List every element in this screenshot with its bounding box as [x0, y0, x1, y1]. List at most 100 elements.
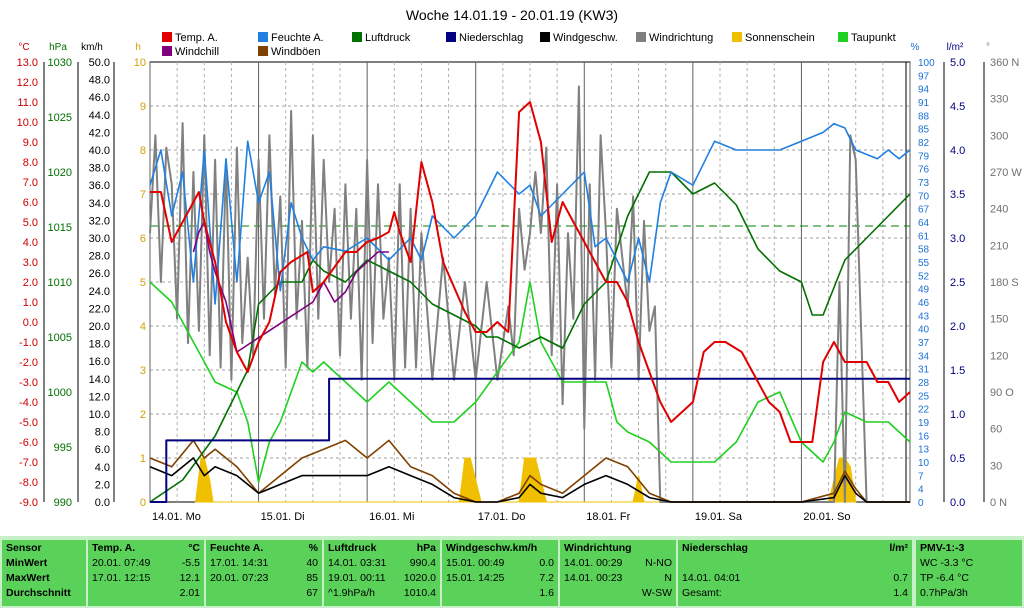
legend-item: Sonnenschein — [745, 32, 815, 44]
stats-row: Gesamt: 1.4 — [682, 587, 908, 600]
axis-tick-label: 10 — [134, 57, 146, 69]
axis-tick-label: 36.0 — [89, 180, 110, 192]
stats-row: 1.6 — [446, 587, 554, 600]
x-tick-label: 16.01. Mi — [369, 511, 414, 523]
axis-unit-label: °C — [18, 42, 29, 53]
axis-tick-label: 8.0 — [95, 427, 110, 439]
stats-cell: % — [308, 542, 318, 554]
stats-cell: N-NO — [645, 557, 672, 569]
axis-tick-label: 4.0 — [23, 237, 38, 249]
stats-panel-header: Sensor — [6, 542, 82, 555]
stats-row: 14.01. 03:31 990.4 — [328, 557, 436, 570]
weather-chart: Woche 14.01.19 - 20.01.19 (KW3) 14.01. M… — [17, 7, 1023, 523]
legend-item: Niederschlag — [459, 32, 523, 44]
axis-tick-label: 3.5 — [950, 189, 965, 201]
axis-tick-label: 88 — [918, 111, 930, 122]
axis-tick-label: 11.0 — [17, 97, 38, 109]
stats-cell: 14.01. 00:23 — [564, 572, 623, 584]
legend-item: Feuchte A. — [271, 32, 324, 44]
stats-panel: Windrichtung 14.01. 00:29 N-NO 14.01. 00:23… — [560, 540, 676, 606]
axis-tick-label: 94 — [918, 85, 930, 96]
axis-tick-label: 3.0 — [950, 233, 965, 245]
axis-tick-label: 4.5 — [950, 101, 965, 113]
chart-grid — [149, 61, 911, 503]
series-feuchte-a- — [149, 122, 911, 305]
axis-tick-label: 210 — [990, 240, 1008, 252]
axis-tick-label: 0.0 — [950, 497, 965, 509]
stats-row: 14.01. 00:29 N-NO — [564, 557, 672, 570]
stats-row: 14.01. 00:23 N — [564, 572, 672, 585]
legend-swatch — [540, 32, 550, 42]
axis-tick-label: 5.0 — [950, 57, 965, 69]
stats-row: 0.7hPa/3h — [920, 587, 1018, 600]
axis-tick-label: 0 N — [990, 497, 1007, 509]
stats-cell: 20.01. 07:49 — [92, 557, 151, 569]
axis-tick-label: 0.0 — [95, 497, 110, 509]
axis-unit-label: ° — [986, 42, 990, 53]
axis-tick-label: -1.0 — [19, 337, 38, 349]
axis-tick-label: 7 — [140, 189, 146, 201]
axis-tick-label: -5.0 — [19, 417, 38, 429]
stats-row: TP -6.4 °C — [920, 572, 1018, 585]
series-taupunkt — [149, 281, 911, 483]
x-tick-label: 20.01. So — [803, 511, 850, 523]
axis-tick-label: 13.0 — [17, 57, 38, 69]
stats-panel-header: Niederschlag l/m² — [682, 542, 908, 555]
stats-cell: 1010.4 — [403, 587, 436, 599]
axis-tick-label: 16 — [918, 431, 930, 442]
stats-row: 19.01. 00:11 1020.0 — [328, 572, 436, 585]
stats-cell: 15.01. 14:25 — [446, 572, 505, 584]
axis-tick-label: 48.0 — [89, 75, 110, 87]
axis-tick-label: 79 — [918, 151, 930, 162]
legend-swatch — [838, 32, 848, 42]
stats-panel-header: Feuchte A.% — [210, 542, 318, 555]
axis-tick-label: 34.0 — [89, 198, 110, 210]
axis-tick-label: 7.0 — [23, 177, 38, 189]
axis-tick-label: -2.0 — [19, 357, 38, 369]
chart-legend: Temp. A. Feuchte A. Luftdruck Niederschlag W… — [162, 32, 896, 58]
axis-tick-label: 26.0 — [89, 268, 110, 280]
axis-tick-label: 180 S — [990, 277, 1019, 289]
axis-tick-label: 10.0 — [89, 409, 110, 421]
stats-cell: 990.4 — [409, 557, 436, 569]
axis-tick-label: 300 — [990, 130, 1008, 142]
stats-cell: 2.01 — [179, 587, 200, 599]
legend-item: Temp. A. — [175, 32, 218, 44]
axis-tick-label: 28.0 — [89, 251, 110, 263]
stats-cell: 7.2 — [539, 572, 554, 584]
legend-item: Windchill — [175, 46, 219, 58]
axis-tick-label: 1.5 — [950, 365, 965, 377]
stats-cell: ^1.9hPa/h — [328, 587, 375, 599]
stats-cell: -5.5 — [181, 557, 200, 569]
legend-swatch — [258, 32, 268, 42]
stats-cell: Luftdruck — [328, 542, 377, 554]
x-tick-label: 18.01. Fr — [586, 511, 630, 523]
axis-tick-label: 6.0 — [23, 197, 38, 209]
stats-cell: Feuchte A. — [210, 542, 264, 554]
axis-tick-label: 28 — [918, 378, 930, 389]
legend-swatch — [162, 46, 172, 56]
axis-tick-label: 16.0 — [89, 356, 110, 368]
stats-cell: 17.01. 12:15 — [92, 572, 151, 584]
stats-cell: 0.7 — [893, 572, 908, 584]
axis-tick-label: 10 — [918, 458, 930, 469]
series-luftdruck — [149, 171, 911, 503]
legend-swatch — [162, 32, 172, 42]
axis-tick-label: 76 — [918, 165, 930, 176]
axis-tick-label: 30 — [990, 460, 1002, 472]
axis-tick-label: 42.0 — [89, 127, 110, 139]
axis-tick-label: 50.0 — [89, 57, 110, 69]
axis-tick-label: 4 — [140, 321, 146, 333]
axis-tick-label: 30.0 — [89, 233, 110, 245]
axis-tick-label: 6.0 — [95, 444, 110, 456]
stats-panel: PMV-1:-3 WC -3.3 °C TP -6.4 °C 0.7hPa/3h — [916, 540, 1022, 606]
stats-row: 20.01. 07:23 85 — [210, 572, 318, 585]
axis-unit-label: hPa — [49, 42, 67, 53]
stats-panel: Feuchte A.% 17.01. 14:31 40 20.01. 07:23 85 6… — [206, 540, 322, 606]
stats-cell: 15.01. 00:49 — [446, 557, 505, 569]
stats-cell: Windrichtung — [564, 542, 632, 554]
axis-tick-label: 14.0 — [89, 374, 110, 386]
axis-tick-label: 4 — [918, 485, 924, 496]
axis-tick-label: 31 — [918, 365, 930, 376]
axis-unit-label: km/h — [81, 42, 103, 53]
